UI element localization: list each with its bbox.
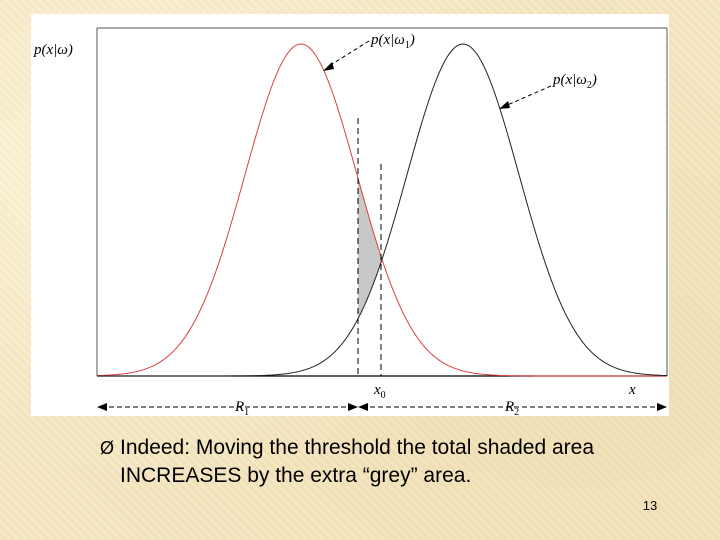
curve-p-x-omega2 (97, 43, 668, 377)
curve2-pointer-arrow (504, 85, 552, 107)
region1-right-arrowhead (348, 403, 358, 411)
curve1-label: p(x|ω1) (370, 32, 415, 51)
x-axis-label: x (628, 382, 636, 398)
region2-left-arrowhead (358, 403, 368, 411)
threshold-label: x0 (373, 382, 386, 401)
y-axis-label: p(x|ω) (33, 42, 73, 58)
curve2-arrowhead (499, 101, 510, 109)
region1-label: R1 (234, 399, 249, 416)
grey-extra-area (358, 178, 381, 319)
bullet-point: Ø Indeed: Moving the threshold the total… (100, 434, 660, 490)
curve1-arrowhead (323, 62, 334, 71)
region2-label: R2 (504, 399, 519, 416)
curve1-pointer-arrow (328, 40, 370, 67)
region2-right-arrowhead (657, 403, 667, 411)
region1-left-arrowhead (97, 403, 107, 411)
bullet-marker-icon: Ø (100, 438, 115, 458)
density-plot: p(x|ω) p(x|ω1) p(x|ω2) x0 x R1 R2 (33, 27, 668, 416)
decision-threshold-figure: p(x|ω) p(x|ω1) p(x|ω2) x0 x R1 R2 (31, 14, 669, 416)
page-number: 13 (642, 498, 658, 513)
curve2-label: p(x|ω2) (552, 72, 597, 91)
curve-p-x-omega1 (96, 43, 667, 377)
bullet-text: Indeed: Moving the threshold the total s… (120, 436, 594, 487)
